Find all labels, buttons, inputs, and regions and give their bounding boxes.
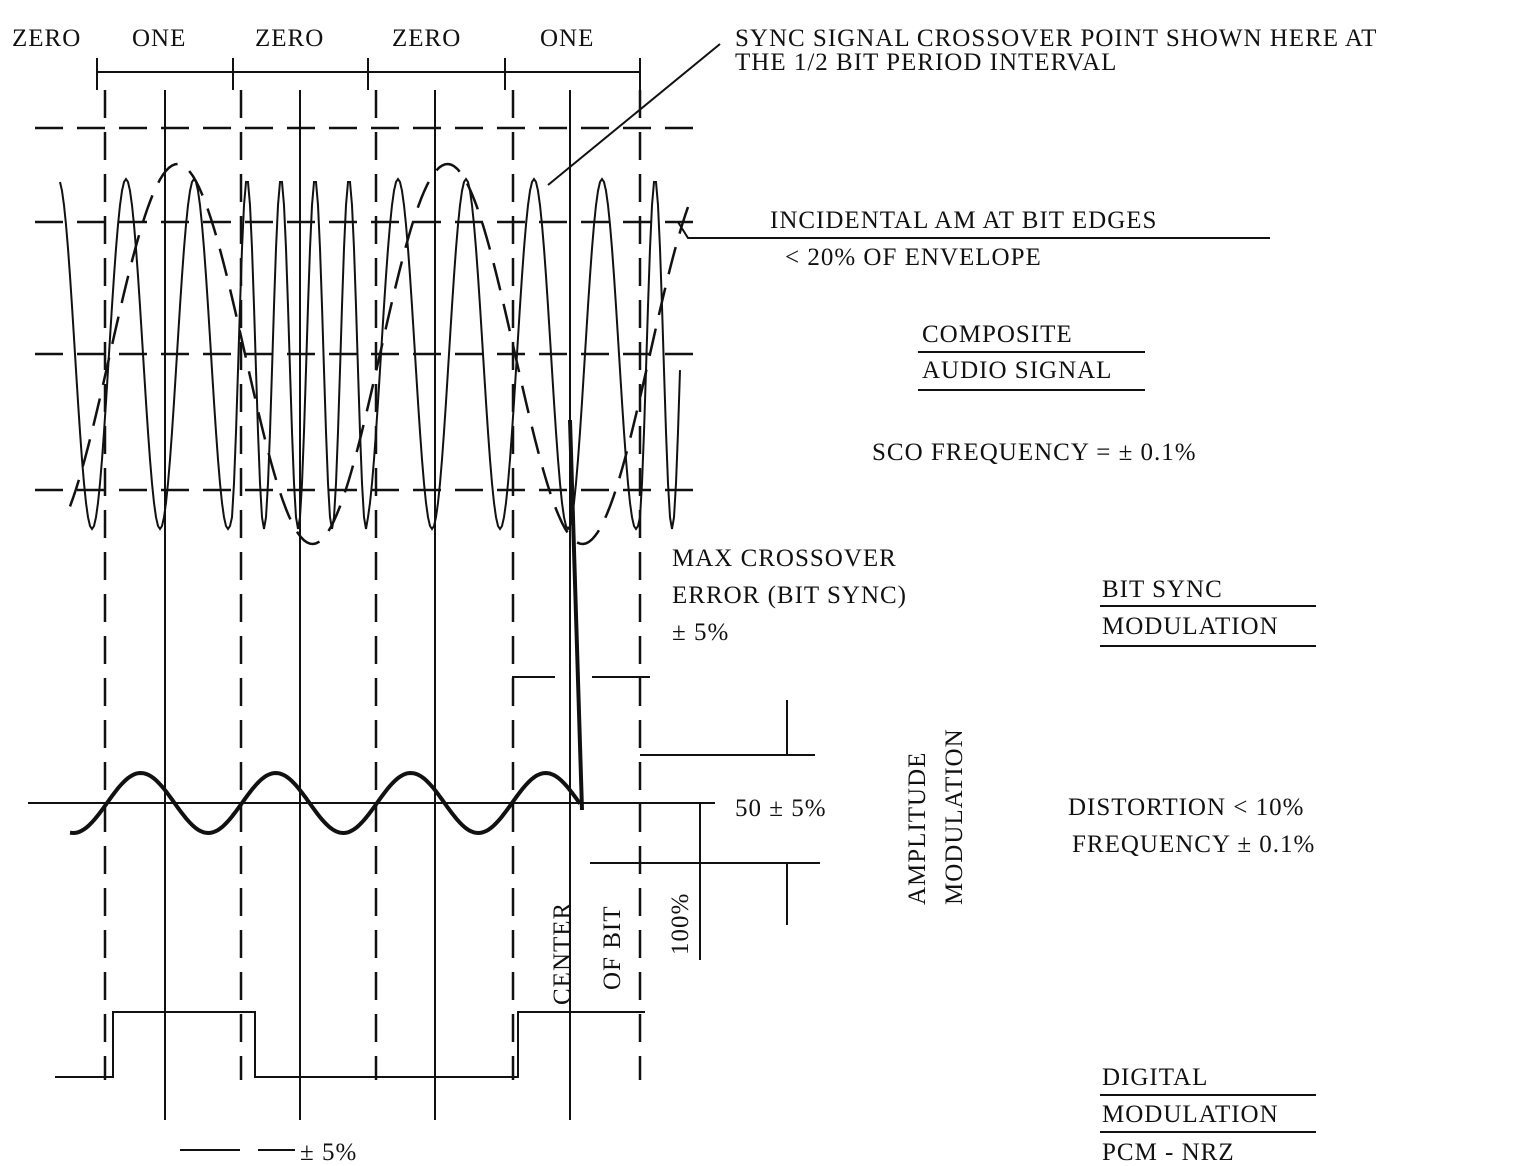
label: < 20% OF ENVELOPE <box>785 244 1042 271</box>
label: OF BIT <box>599 906 626 990</box>
label: SCO FREQUENCY = ± 0.1% <box>872 439 1197 466</box>
bit-label: ONE <box>540 25 594 52</box>
underlines <box>547 43 1316 1133</box>
label: MODULATION <box>1102 613 1279 640</box>
bit-label: ONE <box>132 25 186 52</box>
label: 50 ± 5% <box>735 795 827 822</box>
label: AMPLITUDE <box>904 752 931 905</box>
label: BIT SYNC <box>1102 576 1223 603</box>
label: ± 5% <box>672 619 729 646</box>
bit-label: ZERO <box>392 25 461 52</box>
label: ERROR (BIT SYNC) <box>672 582 907 609</box>
label: DIGITAL <box>1102 1064 1208 1091</box>
label: PCM - NRZ <box>1102 1139 1235 1166</box>
label: CENTER <box>549 902 576 1005</box>
sync-wave <box>69 770 582 836</box>
label: COMPOSITE <box>922 321 1073 348</box>
callout: THE 1/2 BIT PERIOD INTERVAL <box>735 49 1117 76</box>
label: INCIDENTAL AM AT BIT EDGES <box>770 207 1157 234</box>
bit-label: ZERO <box>255 25 324 52</box>
bit-sync-line <box>568 419 584 811</box>
label: MAX CROSSOVER <box>672 545 897 572</box>
bit-labels: ZERO ONE ZERO ZERO ONE <box>12 25 594 52</box>
label: AUDIO SIGNAL <box>922 357 1112 384</box>
digital-wave <box>55 1011 645 1078</box>
envelope <box>68 162 690 546</box>
callout: SYNC SIGNAL CROSSOVER POINT SHOWN HERE A… <box>735 25 1377 52</box>
bit-label: ZERO <box>12 25 81 52</box>
label: MODULATION <box>941 728 968 905</box>
label: DISTORTION < 10% <box>1068 794 1304 821</box>
label: FREQUENCY ± 0.1% <box>1072 831 1315 858</box>
composite-wave <box>59 177 681 531</box>
label: 100% <box>667 893 694 955</box>
label: ± 5% <box>300 1139 357 1166</box>
label: MODULATION <box>1102 1101 1279 1128</box>
